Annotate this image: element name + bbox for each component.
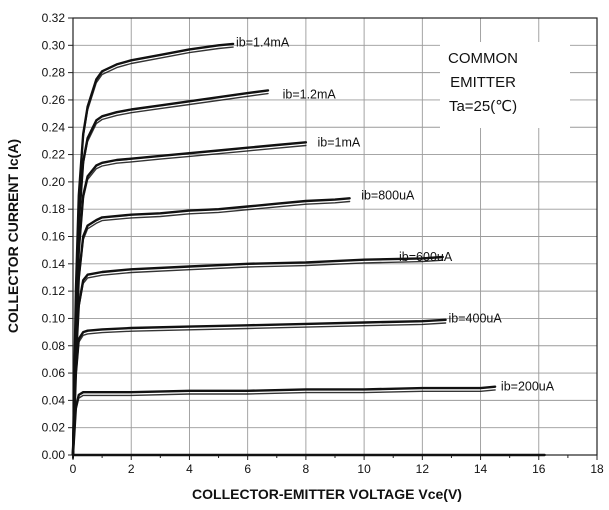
series-ib-400ua (71, 318, 447, 459)
x-tick-label: 4 (186, 462, 193, 476)
y-tick-label: 0.32 (42, 11, 66, 25)
x-tick-label: 16 (532, 462, 546, 476)
y-tick-label: 0.22 (42, 148, 66, 162)
x-tick-label: 2 (128, 462, 135, 476)
axis-layer: 0 2 4 6 8 10 12 14 16 18 0.00 0.02 0.04 0.06 0.08 0.10 0… (42, 11, 604, 476)
label-layer: ib=1.4mA ib=1.2mA ib=1mA ib=800uA ib=600uA ib… (236, 36, 555, 394)
series-line-return (72, 389, 496, 459)
series-ib-1-2ma (71, 89, 270, 459)
curve-label: ib=200uA (501, 380, 555, 394)
y-tick-label: 0.12 (42, 284, 66, 298)
y-tick-label: 0.00 (42, 448, 66, 462)
series-line (71, 318, 447, 457)
x-tick-label: 6 (244, 462, 251, 476)
y-tick-label: 0.06 (42, 366, 66, 380)
y-tick-label: 0.04 (42, 393, 66, 407)
annotation-line: COMMON (448, 50, 518, 67)
curve-label: ib=1.4mA (236, 36, 290, 50)
series-line-return (72, 200, 351, 459)
x-tick-label: 18 (590, 462, 604, 476)
curve-label: ib=800uA (361, 189, 415, 203)
series-ib-800ua (71, 197, 351, 459)
curve-label: ib=400uA (449, 311, 503, 325)
x-tick-label: 10 (357, 462, 371, 476)
series-line-return (72, 259, 444, 459)
annotation-background (440, 42, 570, 128)
x-axis-title: COLLECTOR-EMITTER VOLTAGE Vce(V) (192, 486, 462, 502)
y-tick-label: 0.08 (42, 339, 66, 353)
y-tick-label: 0.14 (42, 257, 66, 271)
annotation-layer: COMMON EMITTER Ta=25(℃) (440, 42, 570, 128)
series-ib-1ma (71, 141, 308, 459)
curve-label: ib=1mA (318, 135, 361, 149)
x-tick-label: 8 (303, 462, 310, 476)
annotation-line: EMITTER (450, 74, 516, 91)
annotation-line: Ta=25(℃) (449, 98, 517, 115)
y-axis-title: COLLECTOR CURRENT Ic(A) (5, 139, 21, 333)
y-tick-label: 0.26 (42, 93, 66, 107)
series-line-return (72, 92, 269, 459)
series-line (71, 385, 497, 457)
curve-label: ib=600uA (399, 250, 453, 264)
series-ib-200ua (71, 385, 497, 459)
x-tick-label: 12 (416, 462, 430, 476)
y-tick-label: 0.10 (42, 311, 66, 325)
y-tick-label: 0.30 (42, 38, 66, 52)
series-ib-600ua (71, 255, 444, 459)
x-tick-label: 14 (474, 462, 488, 476)
series-line-return (72, 144, 307, 459)
curve-label: ib=1.2mA (283, 87, 337, 101)
series-line-return (72, 322, 447, 459)
series-line-return (72, 46, 234, 459)
x-tick-label: 0 (70, 462, 77, 476)
series-ib-1-4ma (71, 42, 235, 459)
y-tick-label: 0.28 (42, 66, 66, 80)
y-tick-label: 0.24 (42, 120, 66, 134)
y-tick-label: 0.18 (42, 202, 66, 216)
series-layer (71, 42, 546, 459)
y-tick-label: 0.16 (42, 230, 66, 244)
y-tick-label: 0.02 (42, 421, 66, 435)
y-tick-label: 0.20 (42, 175, 66, 189)
